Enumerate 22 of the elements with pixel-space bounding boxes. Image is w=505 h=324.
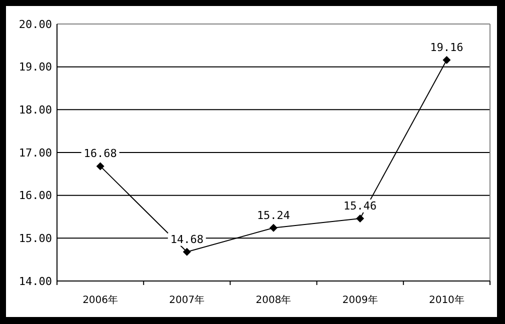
point bbox=[442, 56, 451, 64]
y-tick-label: 18.00 bbox=[18, 104, 52, 117]
x-tick-label: 2006年 bbox=[82, 294, 118, 306]
x-tick-label: 2010年 bbox=[428, 294, 464, 306]
x-tick-label: 2007年 bbox=[169, 294, 205, 306]
x-tick-label: 2009年 bbox=[342, 294, 378, 306]
y-tick-label: 17.00 bbox=[18, 146, 52, 160]
point bbox=[96, 162, 104, 170]
y-tick-label: 19.00 bbox=[18, 60, 52, 74]
point bbox=[270, 224, 278, 232]
y-tick-label: 20.00 bbox=[18, 18, 52, 31]
x-tick-label: 2008年 bbox=[256, 294, 292, 306]
y-tick-label: 14.00 bbox=[18, 274, 52, 288]
data-label: 19.16 bbox=[430, 40, 464, 54]
data-label: 16.68 bbox=[84, 147, 117, 160]
point bbox=[356, 214, 364, 222]
y-tick-label: 15.00 bbox=[18, 232, 52, 246]
point bbox=[182, 248, 191, 256]
data-label: 15.24 bbox=[256, 208, 290, 222]
data-label: 15.46 bbox=[344, 199, 377, 212]
data-label: 14.68 bbox=[170, 232, 204, 246]
y-tick-label: 16.00 bbox=[18, 189, 52, 202]
